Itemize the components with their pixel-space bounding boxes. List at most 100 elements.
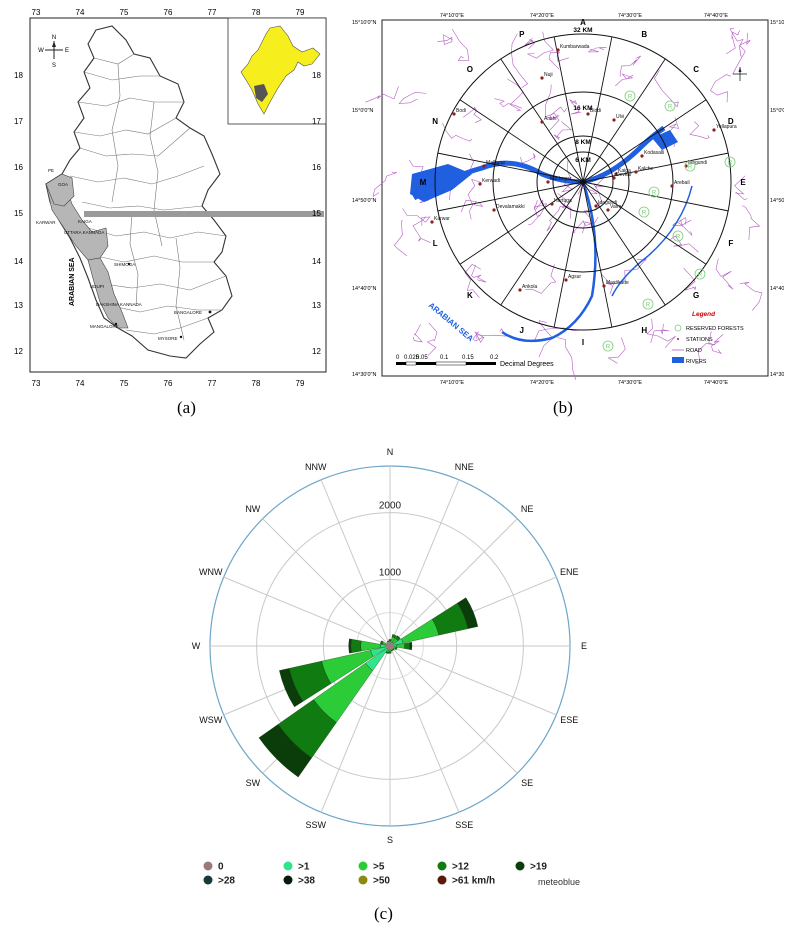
road-line — [607, 337, 626, 364]
legend-road: ROAD — [686, 348, 702, 354]
legend-label-3: >12 — [452, 862, 469, 873]
road-line — [402, 208, 431, 226]
river-network — [410, 125, 693, 343]
kaiga-study-area-map: 32 KM 16 KM 8 KM 6 KM A B C D E F G H I J K L M N O P Kumb… — [352, 13, 790, 386]
rose-spoke — [389, 645, 460, 813]
caption-a: (a) — [177, 398, 196, 417]
rose-bars — [258, 597, 479, 778]
sector-divider — [582, 99, 707, 183]
station-dot — [612, 176, 616, 180]
river-pool — [652, 130, 678, 150]
legend-label-8: >61 km/h — [452, 876, 495, 887]
legend-swatch-0 — [203, 861, 213, 871]
tick-left-0: 18 — [14, 71, 23, 80]
tributary-river — [611, 185, 693, 297]
forest-marker-label: R — [728, 161, 733, 167]
panel-c-wind-rose: 1000 2000 N NNE NE ENE E ESE SE SSE S SSW SW WSW W WNW… — [160, 436, 630, 906]
road-line — [588, 47, 607, 53]
station-dot — [430, 220, 434, 224]
ring-label-3: 6 KM — [575, 157, 591, 164]
zone-ring-3 — [552, 151, 614, 213]
karnataka-inset-highlight — [254, 84, 268, 102]
zone-ring-1 — [492, 91, 674, 273]
tick-b-left-0: 15°10'0"N — [352, 20, 376, 26]
station-dot — [614, 172, 618, 176]
goa-region — [45, 173, 75, 207]
legend-title: Legend — [692, 311, 716, 318]
road-line — [619, 55, 641, 77]
station-dot — [670, 184, 674, 188]
tick-top-4: 77 — [208, 8, 217, 17]
forest-marker — [648, 186, 660, 198]
station-label: Ulvi — [616, 114, 624, 120]
tick-bottom-4: 77 — [208, 379, 217, 388]
rose-wedge-E->19 — [409, 642, 413, 650]
road-line — [451, 28, 470, 62]
label-karwar: KARWAR — [36, 220, 56, 225]
tick-left-5: 13 — [14, 301, 23, 310]
ring-label-1: 16 KM — [573, 105, 592, 112]
station-label: Nuji — [544, 72, 553, 78]
label-shimoga: SHIMOGA — [114, 262, 135, 267]
tick-b-left-1: 15°0'0"N — [352, 108, 373, 114]
legend-label-6: >38 — [298, 876, 315, 887]
road-line — [442, 122, 472, 142]
caption-b: (b) — [553, 398, 573, 417]
station-dot — [634, 170, 638, 174]
legend-swatch-3 — [437, 861, 447, 871]
legend-label-0: 0 — [218, 862, 224, 873]
rose-wedge-ENE->19 — [457, 597, 479, 629]
label-dakshina: DAKSHINA KANNADA — [96, 302, 142, 307]
compass-e: E — [65, 48, 69, 54]
road-line — [471, 264, 487, 283]
station-label: Kalche — [638, 166, 654, 172]
road-line — [615, 73, 634, 87]
rose-wedge-NE->19 — [396, 635, 401, 640]
scale-02: 0.2 — [490, 355, 499, 361]
road-line — [464, 263, 482, 298]
sector-divider — [582, 181, 707, 265]
legend-swatch-2 — [358, 861, 368, 871]
road-line — [467, 178, 482, 220]
road-line — [412, 324, 423, 343]
road-line — [472, 331, 485, 343]
road-line — [582, 209, 595, 234]
panel-b-map: 32 KM 16 KM 8 KM 6 KM A B C D E F G H I J K L M N O P Kumb… — [352, 6, 790, 394]
map-legend: Legend RESERVED FORESTS STATIONS ROAD RI… — [672, 311, 744, 365]
road-line — [460, 199, 484, 213]
sea-label-a: ARABIAN SEA — [69, 257, 76, 306]
forest-marker — [602, 340, 614, 352]
road-line — [678, 217, 687, 227]
rose-spoke — [389, 479, 460, 647]
tick-b-top-3: 74°40'0"E — [704, 13, 728, 19]
tick-b-bottom-1: 74°20'0"E — [530, 380, 554, 386]
rose-wedge-SW->19 — [258, 724, 312, 778]
tick-b-bottom-0: 74°10'0"E — [440, 380, 464, 386]
station-label: Mastikatte — [606, 280, 629, 286]
district-boundaries — [69, 53, 227, 341]
legend-swatch-8 — [437, 875, 447, 885]
sector-N: N — [432, 117, 438, 126]
road-line — [544, 84, 560, 132]
road-line — [711, 334, 724, 355]
legend-swatch-7 — [358, 875, 368, 885]
station-label: Kerwadi — [482, 178, 500, 184]
road-line — [534, 327, 583, 341]
rose-spoke — [223, 576, 391, 647]
tick-left-2: 16 — [14, 163, 23, 172]
rose-dir-ENE: ENE — [560, 567, 579, 577]
rose-wedge-S->12 — [388, 651, 392, 654]
station-label: Hartuga — [554, 198, 572, 204]
sector-labels: A B C D E F G H I J K L M N O P — [420, 18, 747, 347]
kali-river — [412, 125, 666, 201]
road-line — [739, 282, 763, 311]
panel-a-map: N S E W PE GOA KARWAR KAIGA UTTARA KANNA… — [8, 6, 330, 394]
road-line — [710, 74, 731, 103]
station-label: Devalamakki — [496, 204, 525, 210]
station-dot — [540, 120, 544, 124]
station-label: Karwar — [434, 216, 450, 222]
tick-left-4: 14 — [14, 257, 23, 266]
rose-dir-SSE: SSE — [455, 820, 473, 830]
tick-bottom-0: 73 — [32, 379, 41, 388]
road-line — [426, 322, 438, 356]
